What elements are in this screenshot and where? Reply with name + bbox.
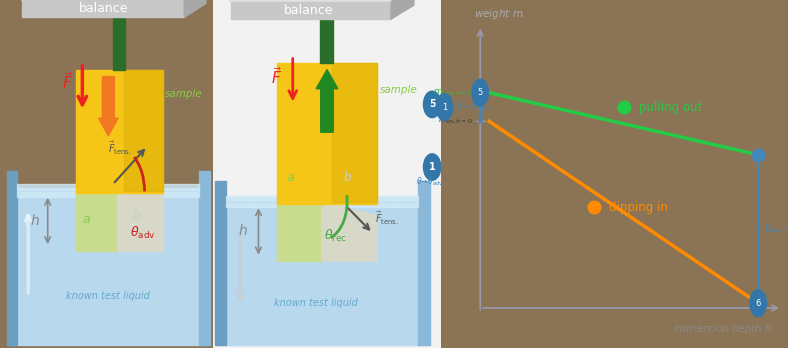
Text: $\vec{F}$: $\vec{F}$	[61, 71, 72, 92]
Text: $\theta\!\rightarrow\!\theta_{\mathrm{adv}}$: $\theta\!\rightarrow\!\theta_{\mathrm{ad…	[416, 175, 444, 188]
Text: $\vec{F}_{\mathrm{tens.}}$: $\vec{F}_{\mathrm{tens.}}$	[109, 140, 132, 157]
Bar	[76, 70, 162, 193]
Text: 1: 1	[429, 162, 436, 172]
Text: $\theta_{\mathrm{adv}}$: $\theta_{\mathrm{adv}}$	[131, 225, 156, 241]
Circle shape	[423, 91, 440, 118]
Text: dipping in: dipping in	[608, 201, 667, 214]
Text: $\theta_{\mathrm{adv}} \rightarrow \theta_{\mathrm{rec}}$: $\theta_{\mathrm{adv}} \rightarrow \thet…	[764, 223, 788, 235]
FancyArrow shape	[98, 77, 118, 136]
Text: $\vec{F}$: $\vec{F}$	[271, 66, 282, 87]
Text: sample: sample	[165, 89, 203, 99]
Circle shape	[436, 94, 453, 120]
Text: a: a	[287, 171, 294, 184]
FancyArrow shape	[316, 70, 338, 132]
Text: 6: 6	[756, 299, 760, 308]
Polygon shape	[215, 0, 414, 2]
Bar	[215, 181, 226, 345]
Circle shape	[749, 290, 767, 317]
Text: a: a	[83, 213, 91, 226]
Bar	[117, 188, 162, 251]
Text: b: b	[344, 171, 351, 184]
Text: $m_{\mathrm{out},h=0}$: $m_{\mathrm{out},h=0}$	[433, 87, 473, 98]
Bar	[418, 181, 430, 345]
Bar	[220, 198, 426, 345]
Bar	[277, 198, 322, 261]
Bar	[199, 171, 210, 345]
Text: sample: sample	[380, 86, 418, 95]
Bar	[226, 196, 418, 207]
Polygon shape	[322, 202, 377, 261]
Bar	[113, 17, 125, 70]
Text: balance: balance	[80, 2, 128, 15]
Text: b: b	[132, 209, 140, 222]
Text: 5: 5	[478, 88, 483, 97]
Text: h: h	[238, 224, 247, 238]
Text: weight $m$: weight $m$	[474, 7, 524, 21]
Bar	[17, 184, 199, 197]
Bar	[76, 191, 117, 251]
Bar	[6, 171, 17, 345]
FancyBboxPatch shape	[11, 188, 206, 345]
Circle shape	[472, 79, 489, 106]
Text: immersion depth $h$: immersion depth $h$	[674, 322, 773, 336]
Text: 1: 1	[442, 103, 447, 111]
Bar	[124, 70, 162, 191]
Text: $\theta_{\mathrm{rec}}$: $\theta_{\mathrm{rec}}$	[325, 228, 348, 244]
Text: balance: balance	[284, 4, 333, 17]
Text: pulling out: pulling out	[638, 101, 702, 113]
Bar	[231, 2, 391, 19]
Text: $\vec{F}_{\mathrm{tens.}}$: $\vec{F}_{\mathrm{tens.}}$	[375, 209, 399, 227]
Text: h: h	[30, 214, 39, 228]
Text: 5: 5	[429, 100, 436, 109]
Polygon shape	[184, 0, 206, 17]
Bar	[22, 0, 184, 17]
Text: known test liquid: known test liquid	[66, 291, 151, 301]
Bar	[332, 63, 377, 202]
Text: $\theta \rightarrow \theta_{\mathrm{adv}}$: $\theta \rightarrow \theta_{\mathrm{adv}…	[456, 101, 492, 113]
Bar	[277, 63, 377, 204]
Bar	[320, 10, 333, 63]
Circle shape	[423, 154, 440, 180]
Text: known test liquid: known test liquid	[273, 298, 358, 308]
Polygon shape	[391, 0, 414, 19]
Text: $m_{\mathrm{in},h=0}$: $m_{\mathrm{in},h=0}$	[437, 116, 473, 127]
